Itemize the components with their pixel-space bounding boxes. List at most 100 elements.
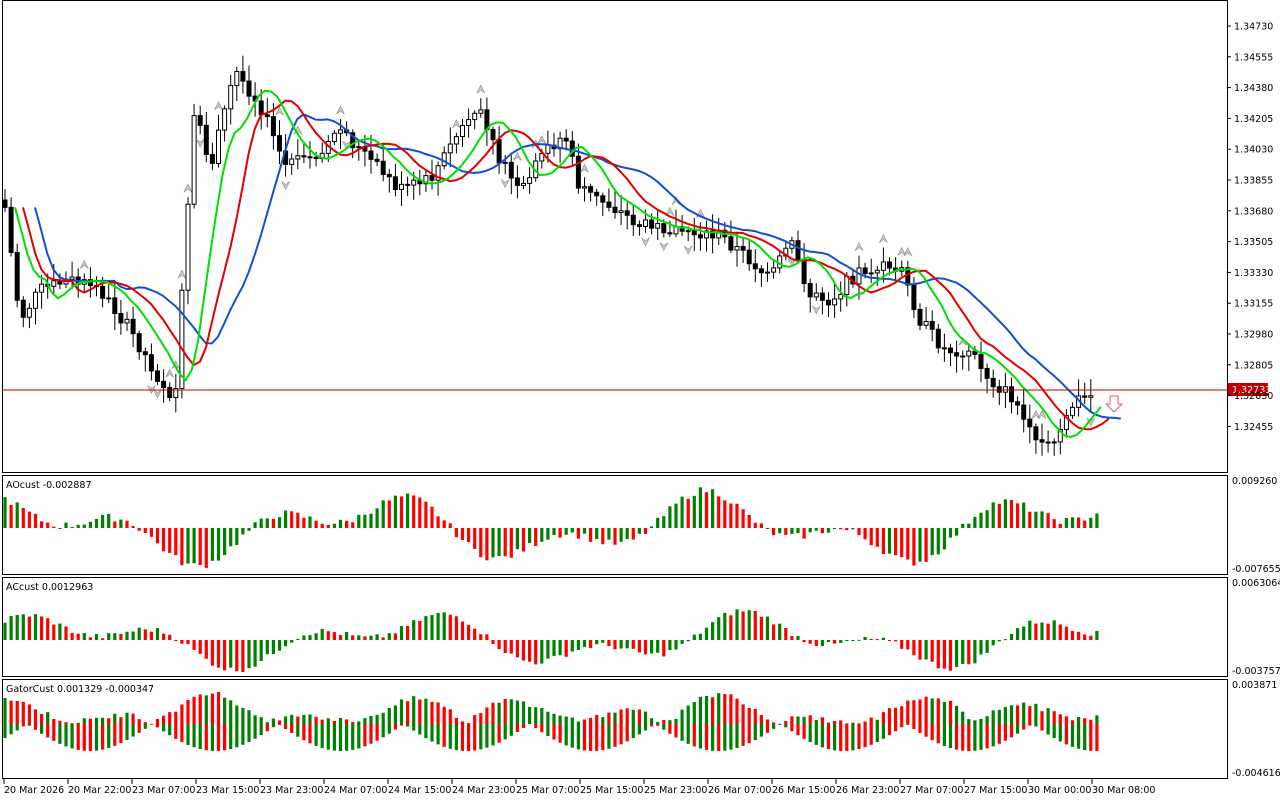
histogram-bar [119, 519, 123, 528]
candle-body [380, 160, 386, 175]
histogram-bar [491, 724, 495, 746]
histogram-bar [796, 635, 800, 640]
histogram-bar [430, 506, 434, 528]
histogram-bar [576, 528, 580, 539]
histogram-bar [515, 640, 519, 658]
fractal-marker [513, 151, 522, 161]
histogram-bar [406, 626, 410, 640]
histogram-bar [265, 640, 269, 655]
xtick-label: 24 Mar 07:00 [324, 785, 387, 796]
candle-body [179, 289, 185, 390]
histogram-bar [1077, 717, 1081, 724]
histogram-bar [613, 712, 617, 724]
candle-body [142, 351, 148, 356]
histogram-bar [204, 528, 208, 568]
histogram-bar [277, 640, 282, 651]
histogram-bar [473, 628, 477, 640]
histogram-bar [131, 724, 135, 737]
candle-body [69, 276, 75, 280]
histogram-bar [765, 616, 770, 640]
main-ytick-label: 1.32455 [1234, 422, 1273, 433]
histogram-bar [314, 633, 318, 640]
histogram-bar [94, 518, 99, 528]
candle-body [258, 100, 264, 116]
candle-body [1070, 406, 1075, 417]
histogram-bar [711, 724, 715, 751]
candle-body [838, 294, 844, 300]
histogram-bar [948, 528, 953, 538]
candle-body [1002, 386, 1008, 393]
histogram-bar [155, 718, 160, 724]
histogram-bar [369, 513, 373, 528]
histogram-bar [3, 622, 7, 640]
candle-body [185, 203, 191, 291]
xtick-label: 30 Mar 08:00 [1092, 785, 1155, 796]
ac-pane[interactable] [2, 577, 1228, 677]
histogram-bar [21, 701, 25, 724]
histogram-bar [345, 724, 349, 751]
histogram-bar [582, 719, 587, 724]
histogram-bar [1009, 705, 1014, 724]
histogram-bar [747, 707, 751, 724]
candle-body [960, 355, 966, 358]
candle-body [948, 347, 953, 354]
histogram-bar [601, 528, 605, 545]
histogram-bar [845, 640, 849, 642]
histogram-bar [448, 523, 452, 528]
histogram-bar [631, 709, 635, 724]
histogram-bar [839, 640, 843, 643]
histogram-bar [631, 640, 635, 649]
histogram-bar [546, 640, 550, 659]
histogram-bar [424, 501, 428, 528]
fractal-marker [147, 385, 156, 395]
histogram-bar [625, 640, 629, 649]
histogram-bar [1046, 724, 1050, 735]
histogram-bar [936, 724, 940, 744]
xtick-label: 23 Mar 07:00 [132, 785, 195, 796]
candle-body [435, 165, 441, 181]
histogram-bar [796, 528, 800, 534]
histogram-bar [808, 715, 812, 724]
histogram-bar [887, 724, 892, 736]
ao-pane[interactable] [2, 475, 1228, 575]
histogram-bar [1028, 706, 1032, 724]
histogram-bar [290, 724, 294, 733]
fractal-marker [275, 106, 284, 116]
histogram-bar [271, 518, 275, 528]
histogram-bar [906, 700, 910, 724]
histogram-bar [412, 696, 416, 724]
histogram-bar [808, 640, 812, 644]
candle-body [234, 70, 240, 86]
histogram-bar [595, 528, 599, 540]
histogram-bar [155, 724, 160, 728]
histogram-bar [210, 640, 214, 666]
histogram-bar [259, 640, 263, 661]
histogram-bar [46, 712, 50, 724]
histogram-bar [168, 528, 172, 553]
histogram-bar [772, 624, 776, 640]
histogram-bar [686, 640, 690, 642]
histogram-bar [570, 640, 574, 652]
histogram-bar [216, 640, 221, 668]
histogram-bar [247, 710, 251, 724]
histogram-bar [454, 724, 458, 751]
histogram-bar [997, 503, 1001, 528]
histogram-bar [887, 708, 892, 724]
histogram-bar [936, 698, 940, 724]
histogram-bar [1064, 716, 1068, 724]
histogram-bar [680, 724, 684, 741]
histogram-bar [997, 709, 1001, 724]
histogram-bar [155, 628, 160, 640]
histogram-bar [1040, 711, 1044, 724]
fractal-marker [812, 305, 821, 315]
histogram-bar [1028, 511, 1032, 528]
histogram-bar [265, 518, 269, 528]
histogram-bar [503, 528, 507, 557]
histogram-bar [820, 717, 824, 724]
histogram-bar [399, 724, 404, 726]
histogram-bar [76, 722, 80, 724]
histogram-bar [820, 640, 824, 647]
histogram-bar [1064, 724, 1068, 745]
main-ytick-label: 1.33330 [1234, 268, 1273, 279]
histogram-bar [973, 724, 977, 751]
